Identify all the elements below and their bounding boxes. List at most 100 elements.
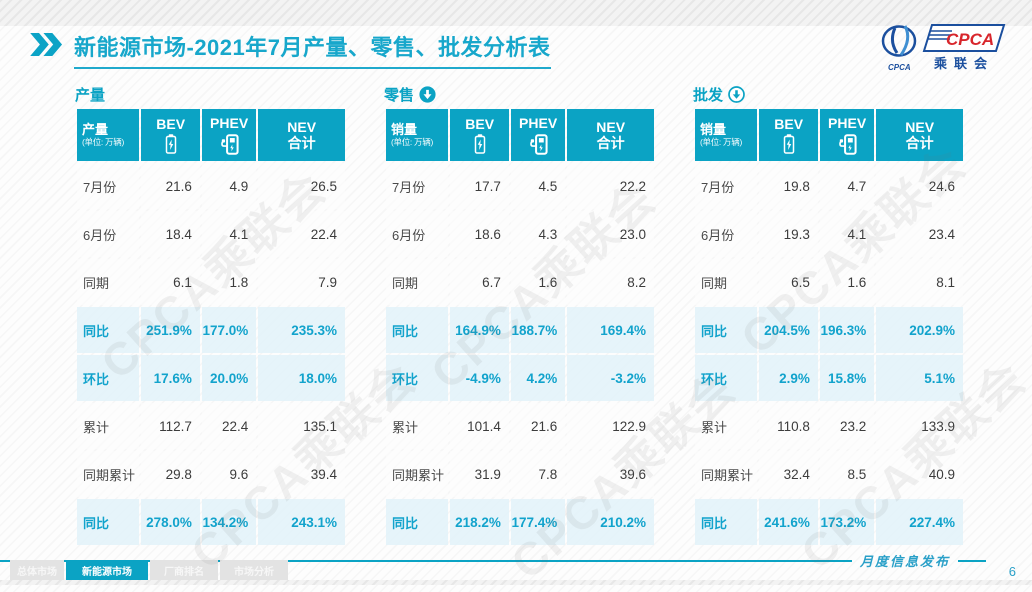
cell-phev: 4.1: [201, 211, 257, 257]
battery-icon: [783, 134, 794, 154]
cell-bev: 278.0%: [141, 499, 200, 545]
cell-nev: 235.3%: [258, 307, 345, 353]
tables-row: 产量 产量 (单位: 万辆) BEV: [75, 84, 965, 547]
cell-bev: -4.9%: [450, 355, 509, 401]
cell-phev: 4.1: [819, 211, 875, 257]
cell-nev: -3.2%: [567, 355, 654, 401]
table-row: 同期 6.7 1.6 8.2: [386, 259, 654, 305]
section-production: 产量 产量 (单位: 万辆) BEV: [75, 84, 347, 547]
table-row: 同比 218.2% 177.4% 210.2%: [386, 499, 654, 545]
cell-phev: 177.4%: [510, 499, 566, 545]
cell-phev: 21.6: [510, 403, 566, 449]
battery-icon: [165, 134, 176, 154]
table-row: 7月份 21.6 4.9 26.5: [77, 163, 345, 209]
publish-label: 月度信息发布: [859, 555, 950, 570]
cell-nev: 39.4: [258, 451, 345, 497]
cell-bev: 19.3: [759, 211, 818, 257]
footer-tab[interactable]: 厂商排名: [150, 560, 218, 580]
cell-nev: 8.2: [567, 259, 654, 305]
table-row: 同期累计 31.9 7.8 39.6: [386, 451, 654, 497]
charger-icon: [529, 133, 548, 155]
table-row: 环比 -4.9% 4.2% -3.2%: [386, 355, 654, 401]
cell-phev: 177.0%: [201, 307, 257, 353]
cell-nev: 8.1: [876, 259, 963, 305]
cell-phev: 4.3: [510, 211, 566, 257]
cell-phev: 1.6: [819, 259, 875, 305]
cpca-logo: CPCA CPCA 乘联会: [876, 20, 1008, 77]
cell-bev: 21.6: [141, 163, 200, 209]
corner-header: 产量 (单位: 万辆): [77, 109, 140, 161]
cell-nev: 39.6: [567, 451, 654, 497]
row-label: 同比: [695, 499, 758, 545]
cell-bev: 110.8: [759, 403, 818, 449]
table-row: 6月份 19.3 4.1 23.4: [695, 211, 963, 257]
battery-icon: [474, 134, 485, 154]
row-label: 同期: [77, 259, 140, 305]
cell-bev: 32.4: [759, 451, 818, 497]
swirl-emblem-icon: [881, 25, 917, 57]
unit-label: (单位: 万辆): [700, 136, 742, 147]
phev-header: PHEV: [510, 109, 566, 161]
footer-tabs: 总体市场 新能源市场 厂商排名 市场分析: [10, 560, 288, 580]
cell-nev: 40.9: [876, 451, 963, 497]
brand-sub-text: 乘联会: [933, 56, 994, 71]
footer-tab[interactable]: 新能源市场: [66, 560, 148, 580]
cell-nev: 227.4%: [876, 499, 963, 545]
cell-phev: 4.9: [201, 163, 257, 209]
section-label: 产量: [75, 86, 106, 104]
row-label: 6月份: [386, 211, 449, 257]
row-label: 同期累计: [77, 451, 140, 497]
cell-nev: 210.2%: [567, 499, 654, 545]
top-margin-hatch: [0, 0, 1032, 26]
cell-phev: 20.0%: [201, 355, 257, 401]
unit-label: (单位: 万辆): [391, 136, 433, 147]
phev-header: PHEV: [201, 109, 257, 161]
cell-bev: 18.4: [141, 211, 200, 257]
cell-bev: 101.4: [450, 403, 509, 449]
cell-phev: 22.4: [201, 403, 257, 449]
cell-nev: 7.9: [258, 259, 345, 305]
corner-header: 销量 (单位: 万辆): [386, 109, 449, 161]
cell-nev: 23.0: [567, 211, 654, 257]
section-wholesale: 批发 销量 (单位: 万辆) BEV: [693, 84, 965, 547]
cell-phev: 15.8%: [819, 355, 875, 401]
cell-nev: 18.0%: [258, 355, 345, 401]
table-row: 环比 2.9% 15.8% 5.1%: [695, 355, 963, 401]
cell-phev: 1.6: [510, 259, 566, 305]
cell-phev: 173.2%: [819, 499, 875, 545]
section-retail: 零售 销量 (单位: 万辆) BEV: [384, 84, 656, 547]
row-label: 同比: [77, 307, 140, 353]
production-table: 产量 (单位: 万辆) BEV PHEV: [75, 107, 347, 547]
cell-nev: 133.9: [876, 403, 963, 449]
cell-bev: 218.2%: [450, 499, 509, 545]
table-row: 同期 6.5 1.6 8.1: [695, 259, 963, 305]
row-label: 环比: [386, 355, 449, 401]
cell-bev: 29.8: [141, 451, 200, 497]
title-row: 新能源市场-2021年7月产量、零售、批发分析表: [30, 30, 551, 69]
footer-line-right: [958, 559, 986, 562]
table-row: 累计 110.8 23.2 133.9: [695, 403, 963, 449]
footer-tab[interactable]: 总体市场: [10, 560, 64, 580]
cell-bev: 164.9%: [450, 307, 509, 353]
bev-header: BEV: [141, 109, 200, 161]
section-head-retail: 零售: [384, 84, 656, 104]
charger-icon: [220, 133, 239, 155]
footer-tab[interactable]: 市场分析: [220, 560, 288, 580]
cell-nev: 243.1%: [258, 499, 345, 545]
emblem-caption: CPCA: [888, 63, 911, 72]
brand-plate: CPCA: [922, 24, 1006, 52]
unit-label: (单位: 万辆): [82, 136, 124, 147]
cell-nev: 22.2: [567, 163, 654, 209]
cell-nev: 26.5: [258, 163, 345, 209]
table-row: 7月份 17.7 4.5 22.2: [386, 163, 654, 209]
table-row: 同期累计 29.8 9.6 39.4: [77, 451, 345, 497]
row-label: 6月份: [77, 211, 140, 257]
brand-text: CPCA: [946, 30, 994, 49]
row-label: 同比: [77, 499, 140, 545]
row-label: 7月份: [695, 163, 758, 209]
cell-phev: 188.7%: [510, 307, 566, 353]
retail-table: 销量 (单位: 万辆) BEV PHEV: [384, 107, 656, 547]
cell-bev: 18.6: [450, 211, 509, 257]
table-row: 同比 251.9% 177.0% 235.3%: [77, 307, 345, 353]
